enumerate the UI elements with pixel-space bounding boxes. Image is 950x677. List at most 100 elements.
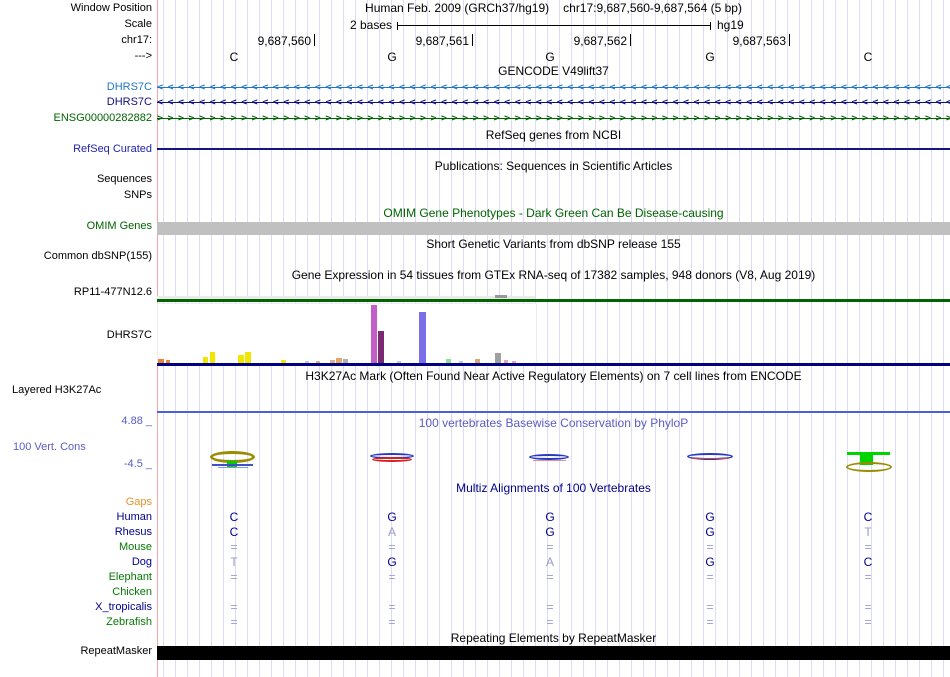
grid-line [871, 0, 872, 677]
transcript-label[interactable]: DHRS7C [106, 81, 152, 93]
gtex-expression-bar[interactable] [495, 353, 501, 363]
transcript-label[interactable]: ENSG00000282882 [53, 112, 152, 124]
multiz-species-label[interactable]: Dog [131, 556, 152, 568]
gtex-expression-bar[interactable] [378, 331, 384, 363]
publications-track-title[interactable]: Publications: Sequences in Scientific Ar… [434, 159, 673, 173]
common-dbsnp-label[interactable]: Common dbSNP(155) [43, 250, 152, 262]
chrom-label: chr17: [121, 34, 152, 46]
gtex-expression-bar[interactable] [512, 361, 516, 363]
grid-line [631, 0, 632, 677]
scale-bar-right-tick [710, 22, 711, 30]
gtex-expression-bar[interactable] [203, 357, 208, 363]
gtex-expression-bar[interactable] [446, 359, 451, 363]
multiz-species-label[interactable]: Elephant [108, 571, 152, 583]
h3k27ac-track-title[interactable]: H3K27Ac Mark (Often Found Near Active Re… [305, 369, 802, 383]
transcript-arrows[interactable]: <<<<<<<<<<<<<<<<<<<<<<<<<<<<<<<<<<<<<<<<… [157, 96, 950, 109]
phylop-glyph [218, 467, 248, 468]
omim-genes-label[interactable]: OMIM Genes [86, 220, 152, 232]
gtex-expression-bar[interactable] [238, 355, 244, 363]
gtex-chart[interactable] [157, 303, 537, 365]
gtex-gene-line[interactable] [157, 299, 950, 302]
gtex-expression-bar[interactable] [281, 360, 286, 363]
refseq-curated-label[interactable]: RefSeq Curated [73, 143, 152, 155]
gtex-expression-bar[interactable] [459, 361, 463, 363]
gtex-track-title[interactable]: Gene Expression in 54 tissues from GTEx … [291, 268, 816, 282]
multiz-species-label[interactable]: Gaps [125, 496, 152, 508]
gtex-expression-bar[interactable] [330, 360, 335, 363]
gtex-expression-bar[interactable] [245, 352, 251, 363]
multiz-species-label[interactable]: Human [116, 511, 152, 523]
gtex-expression-mark[interactable] [495, 295, 507, 298]
dbsnp-track-title[interactable]: Short Genetic Variants from dbSNP releas… [426, 237, 681, 251]
transcript-arrows[interactable]: <<<<<<<<<<<<<<<<<<<<<<<<<<<<<<<<<<<<<<<<… [157, 81, 950, 94]
multiz-alignment-cell: G [705, 510, 715, 524]
multiz-alignment-cell: C [229, 510, 239, 524]
omim-gene-bar[interactable] [157, 222, 950, 235]
multiz-species-label[interactable]: Chicken [112, 586, 152, 598]
gtex-baseline[interactable] [157, 363, 950, 366]
multiz-alignment-cell: = [388, 570, 396, 584]
gtex-expression-bar[interactable] [210, 352, 215, 363]
multiz-alignment-cell: T [864, 525, 872, 539]
grid-line [667, 0, 668, 677]
gtex-expression-strip [157, 296, 535, 299]
multiz-alignment-cell: A [545, 555, 554, 569]
gtex-expression-bar[interactable] [158, 359, 164, 363]
transcript-line [157, 118, 950, 119]
refseq-curated-line[interactable] [157, 148, 950, 150]
gtex-expression-bar[interactable] [305, 361, 309, 363]
repeatmasker-label[interactable]: RepeatMasker [80, 645, 152, 657]
gtex-expression-bar[interactable] [397, 361, 401, 363]
phylop-glyph [692, 458, 728, 459]
multiz-species-label[interactable]: Rhesus [114, 526, 152, 538]
reference-base: C [229, 50, 239, 64]
multiz-alignment-cell: = [706, 570, 714, 584]
gtex-expression-bar[interactable] [475, 359, 480, 363]
phylop-glyph [372, 457, 412, 462]
multiz-species-label[interactable]: X_tropicalis [95, 601, 152, 613]
coordinate-tick [789, 34, 790, 46]
repeatmasker-bar[interactable] [157, 646, 950, 660]
reference-base: G [387, 50, 397, 64]
multiz-alignment-cell: = [388, 615, 396, 629]
gtex-gene-label[interactable]: RP11-477N12.6 [73, 286, 152, 298]
grid-line [751, 0, 752, 677]
phylop-min-label: -4.5 _ [123, 458, 152, 470]
gtex-expression-bar[interactable] [371, 305, 377, 363]
repeatmasker-track-title[interactable]: Repeating Elements by RepeatMasker [450, 631, 657, 645]
multiz-alignment-cell: A [387, 525, 396, 539]
multiz-species-label[interactable]: Mouse [118, 541, 152, 553]
scale-bar [397, 25, 710, 26]
transcript-line [157, 87, 950, 88]
refseq-track-title[interactable]: RefSeq genes from NCBI [485, 128, 622, 142]
gtex-gene-label[interactable]: DHRS7C [106, 329, 152, 341]
gtex-expression-bar[interactable] [166, 360, 170, 363]
gtex-expression-bar[interactable] [336, 358, 342, 363]
gtex-expression-bar[interactable] [504, 360, 508, 363]
gtex-expression-bar[interactable] [419, 312, 426, 363]
grid-line [607, 0, 608, 677]
snps-label[interactable]: SNPs [123, 189, 152, 201]
multiz-species-label[interactable]: Zebrafish [106, 616, 152, 628]
multiz-alignment-cell: = [230, 615, 238, 629]
scale-bar-left-tick [397, 22, 398, 30]
transcript-label[interactable]: DHRS7C [106, 96, 152, 108]
omim-track-title[interactable]: OMIM Gene Phenotypes - Dark Green Can Be… [383, 206, 724, 220]
gtex-expression-bar[interactable] [316, 361, 320, 363]
layered-h3k27ac-label[interactable]: Layered H3K27Ac [12, 384, 102, 396]
phylop-track-title[interactable]: 100 vertebrates Basewise Conservation by… [418, 416, 689, 430]
gencode-track-title[interactable]: GENCODE V49lift37 [498, 64, 609, 78]
grid-line [787, 0, 788, 677]
phylop-glyph [212, 464, 253, 466]
phylop-track-label[interactable]: 100 Vert. Cons [13, 441, 86, 453]
multiz-alignment-cell: = [546, 615, 554, 629]
coordinate-tick [630, 34, 631, 46]
phylop-glyph [687, 453, 733, 460]
gtex-expression-bar[interactable] [343, 359, 348, 363]
multiz-alignment-cell: = [388, 540, 396, 554]
sequences-label[interactable]: Sequences [96, 173, 152, 185]
transcript-arrows[interactable]: >>>>>>>>>>>>>>>>>>>>>>>>>>>>>>>>>>>>>>>>… [157, 112, 950, 125]
reference-base: C [863, 50, 873, 64]
multiz-alignment-cell: T [230, 555, 238, 569]
multiz-track-title[interactable]: Multiz Alignments of 100 Vertebrates [456, 481, 651, 495]
